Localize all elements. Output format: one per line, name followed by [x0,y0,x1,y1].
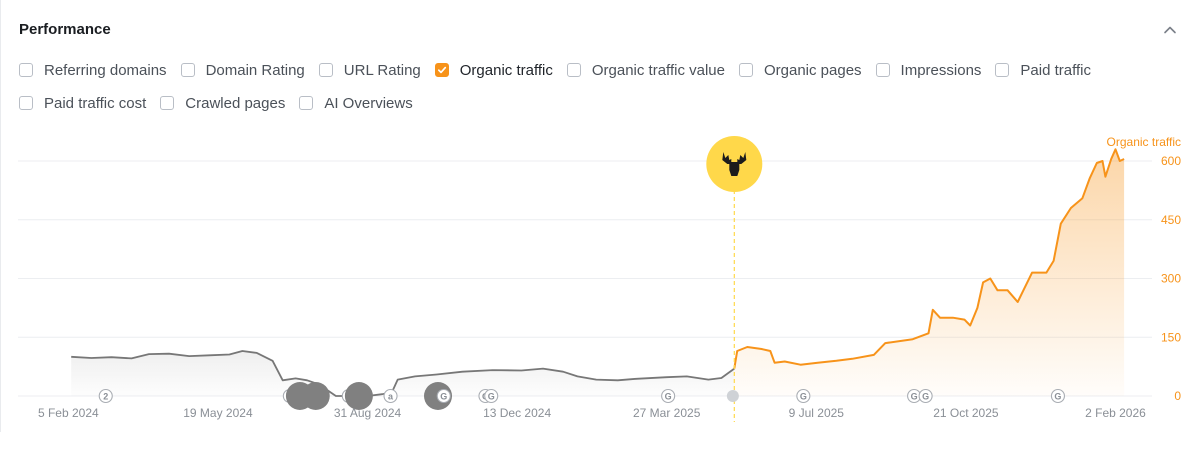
metric-label: Referring domains [44,61,167,79]
metric-paid-traffic[interactable]: Paid traffic [995,62,1091,79]
event-marker-label: G [665,392,672,402]
x-tick-label: 13 Dec 2024 [483,406,551,420]
event-marker: G [796,388,811,404]
metric-label: Paid traffic [1020,61,1091,79]
x-tick-label: 9 Jul 2025 [789,406,845,420]
series-area-organic-traffic [734,149,1125,396]
checkbox-icon[interactable] [566,63,581,77]
series-area-previous [71,351,735,396]
checkbox-icon[interactable] [318,63,333,77]
event-marker-large [344,382,373,410]
checkbox-icon[interactable] [875,63,890,77]
metric-row: Referring domains Domain Rating URL Rating… [19,58,1184,82]
panel-header: Performance [19,20,1182,42]
checkbox-icon[interactable] [738,63,753,77]
annotation-badge [706,136,763,192]
event-marker: G [661,388,676,404]
x-tick-label: 21 Oct 2025 [933,406,999,420]
event-marker: 2 [98,388,113,404]
metric-label: URL Rating [343,61,421,79]
metric-label: Organic traffic [459,61,553,79]
event-marker: G [918,388,933,404]
panel-left-border [0,0,1,432]
event-marker-label: G [911,392,918,402]
metric-referring-domains[interactable]: Referring domains [19,62,167,79]
event-marker: G [436,388,451,404]
event-marker: G [484,388,499,404]
y-tick-label: 600 [1161,154,1181,168]
x-tick-label: 5 Feb 2024 [38,406,99,420]
metric-organic-traffic[interactable]: Organic traffic [434,61,553,79]
metric-row: Paid traffic cost Crawled pages AI Overvie… [19,91,1184,115]
checkbox-icon[interactable] [19,63,33,77]
x-tick-label: 2 Feb 2026 [1085,406,1146,420]
moose-icon [722,152,747,176]
event-marker-label: G [922,392,929,402]
metric-crawled-pages[interactable]: Crawled pages [160,95,285,112]
metric-organic-pages[interactable]: Organic pages [738,61,862,79]
metric-url-rating[interactable]: URL Rating [318,61,421,79]
metric-label: Crawled pages [185,94,286,112]
checkbox-icon[interactable] [299,96,314,110]
event-marker-label: a [388,392,394,402]
metric-domain-rating[interactable]: Domain Rating [180,61,305,79]
checkbox-icon[interactable] [995,63,1010,77]
event-marker: G [1050,388,1065,404]
event-marker-label: G [440,392,447,402]
x-tick-label: 27 Mar 2025 [633,406,701,420]
y-tick-label: 450 [1161,213,1181,227]
metric-paid-traffic-cost[interactable]: Paid traffic cost [19,95,146,112]
event-marker-label: 2 [103,392,108,402]
metric-toggles: Referring domains Domain Rating URL Rating… [19,58,1184,124]
metric-label: Organic pages [763,61,862,79]
checkbox-icon[interactable] [160,96,175,110]
checkbox-icon[interactable] [180,63,195,77]
panel-title: Performance [19,21,111,38]
metric-ai-overviews[interactable]: AI Overviews [299,94,413,112]
event-marker: a [383,388,398,404]
y-tick-label: 150 [1161,330,1181,344]
x-tick-label: 19 May 2024 [183,406,253,420]
y-axis-title: Organic traffic [1107,135,1181,149]
metric-organic-traffic-value[interactable]: Organic traffic value [566,61,725,79]
metric-impressions[interactable]: Impressions [875,61,982,79]
checkbox-icon[interactable] [19,96,33,110]
y-tick-label: 0 [1174,389,1181,403]
event-marker-large [301,382,330,410]
metric-label: Domain Rating [205,61,305,79]
metric-label: Paid traffic cost [44,94,147,112]
metric-label: AI Overviews [324,94,413,112]
event-marker-label: G [1054,392,1061,402]
event-marker-label: G [488,392,495,402]
checkbox-checked-icon[interactable] [434,63,449,77]
event-marker-label: G [800,392,807,402]
y-tick-label: 300 [1161,272,1181,286]
x-tick-label: 31 Aug 2024 [334,406,402,420]
metric-label: Impressions [900,61,982,79]
chevron-up-icon[interactable] [1162,22,1178,38]
event-marker-dot [726,390,739,402]
metric-label: Organic traffic value [591,61,725,79]
series-line-organic-traffic [733,148,1125,369]
